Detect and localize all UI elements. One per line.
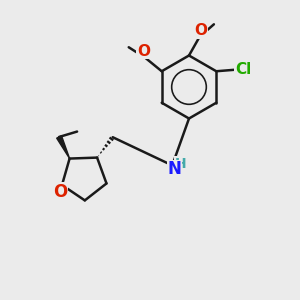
Text: O: O bbox=[137, 44, 150, 59]
Text: O: O bbox=[194, 23, 207, 38]
Text: O: O bbox=[53, 183, 68, 201]
Polygon shape bbox=[57, 136, 70, 159]
Text: N: N bbox=[168, 160, 182, 178]
Text: H: H bbox=[175, 157, 186, 170]
Text: Cl: Cl bbox=[235, 62, 251, 77]
